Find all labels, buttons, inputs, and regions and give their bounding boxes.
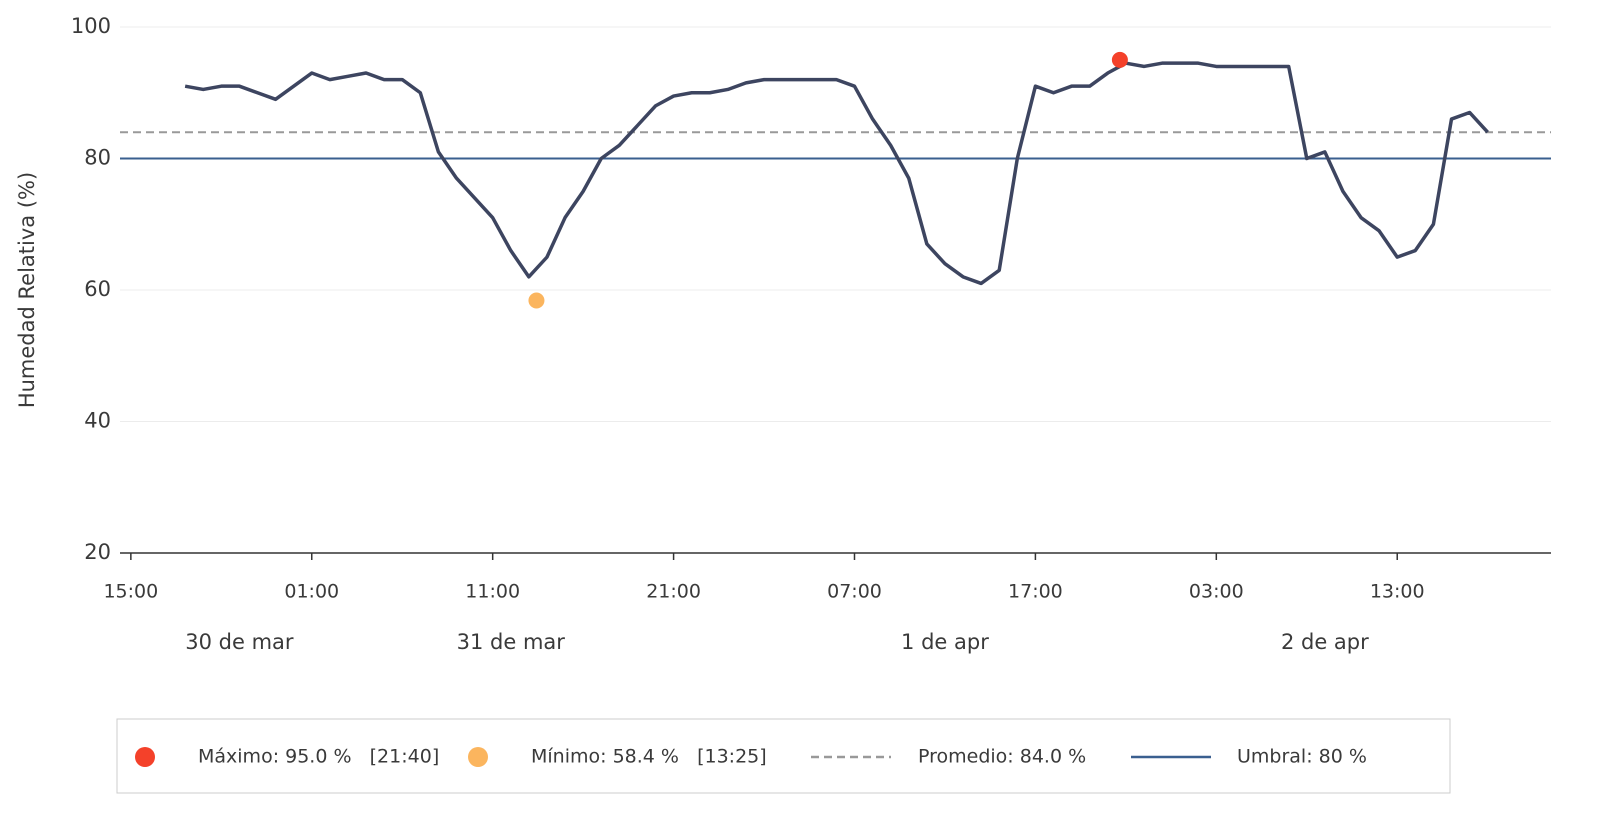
x-tick-label: 15:00 [103, 581, 158, 603]
legend-label: Máximo: 95.0 % [21:40] [198, 746, 439, 768]
extreme-marker [1111, 51, 1128, 68]
x-tick-label: 11:00 [465, 581, 520, 603]
y-tick-label: 80 [84, 146, 111, 170]
date-label: 31 de mar [457, 630, 566, 654]
humidity-line [184, 61, 1489, 286]
x-tick-label: 07:00 [827, 581, 882, 603]
legend-label: Umbral: 80 % [1237, 746, 1367, 768]
date-label: 2 de apr [1281, 630, 1369, 654]
y-tick-label: 20 [84, 540, 111, 564]
y-tick-label: 40 [84, 409, 111, 433]
date-label: 30 de mar [185, 630, 294, 654]
x-tick-label: 03:00 [1189, 581, 1244, 603]
extreme-marker [528, 292, 545, 309]
date-label: 1 de apr [901, 630, 989, 654]
legend-label: Mínimo: 58.4 % [13:25] [531, 746, 767, 768]
y-tick-label: 60 [84, 277, 111, 301]
y-tick-label: 100 [71, 14, 111, 38]
x-tick-label: 13:00 [1370, 581, 1425, 603]
legend-box [116, 718, 1451, 794]
x-tick-label: 21:00 [646, 581, 701, 603]
legend-marker [135, 747, 155, 767]
x-tick-label: 01:00 [284, 581, 339, 603]
x-tick-label: 17:00 [1008, 581, 1063, 603]
legend-marker [468, 747, 488, 767]
legend-label: Promedio: 84.0 % [918, 746, 1086, 768]
y-axis-label: Humedad Relativa (%) [15, 172, 39, 408]
